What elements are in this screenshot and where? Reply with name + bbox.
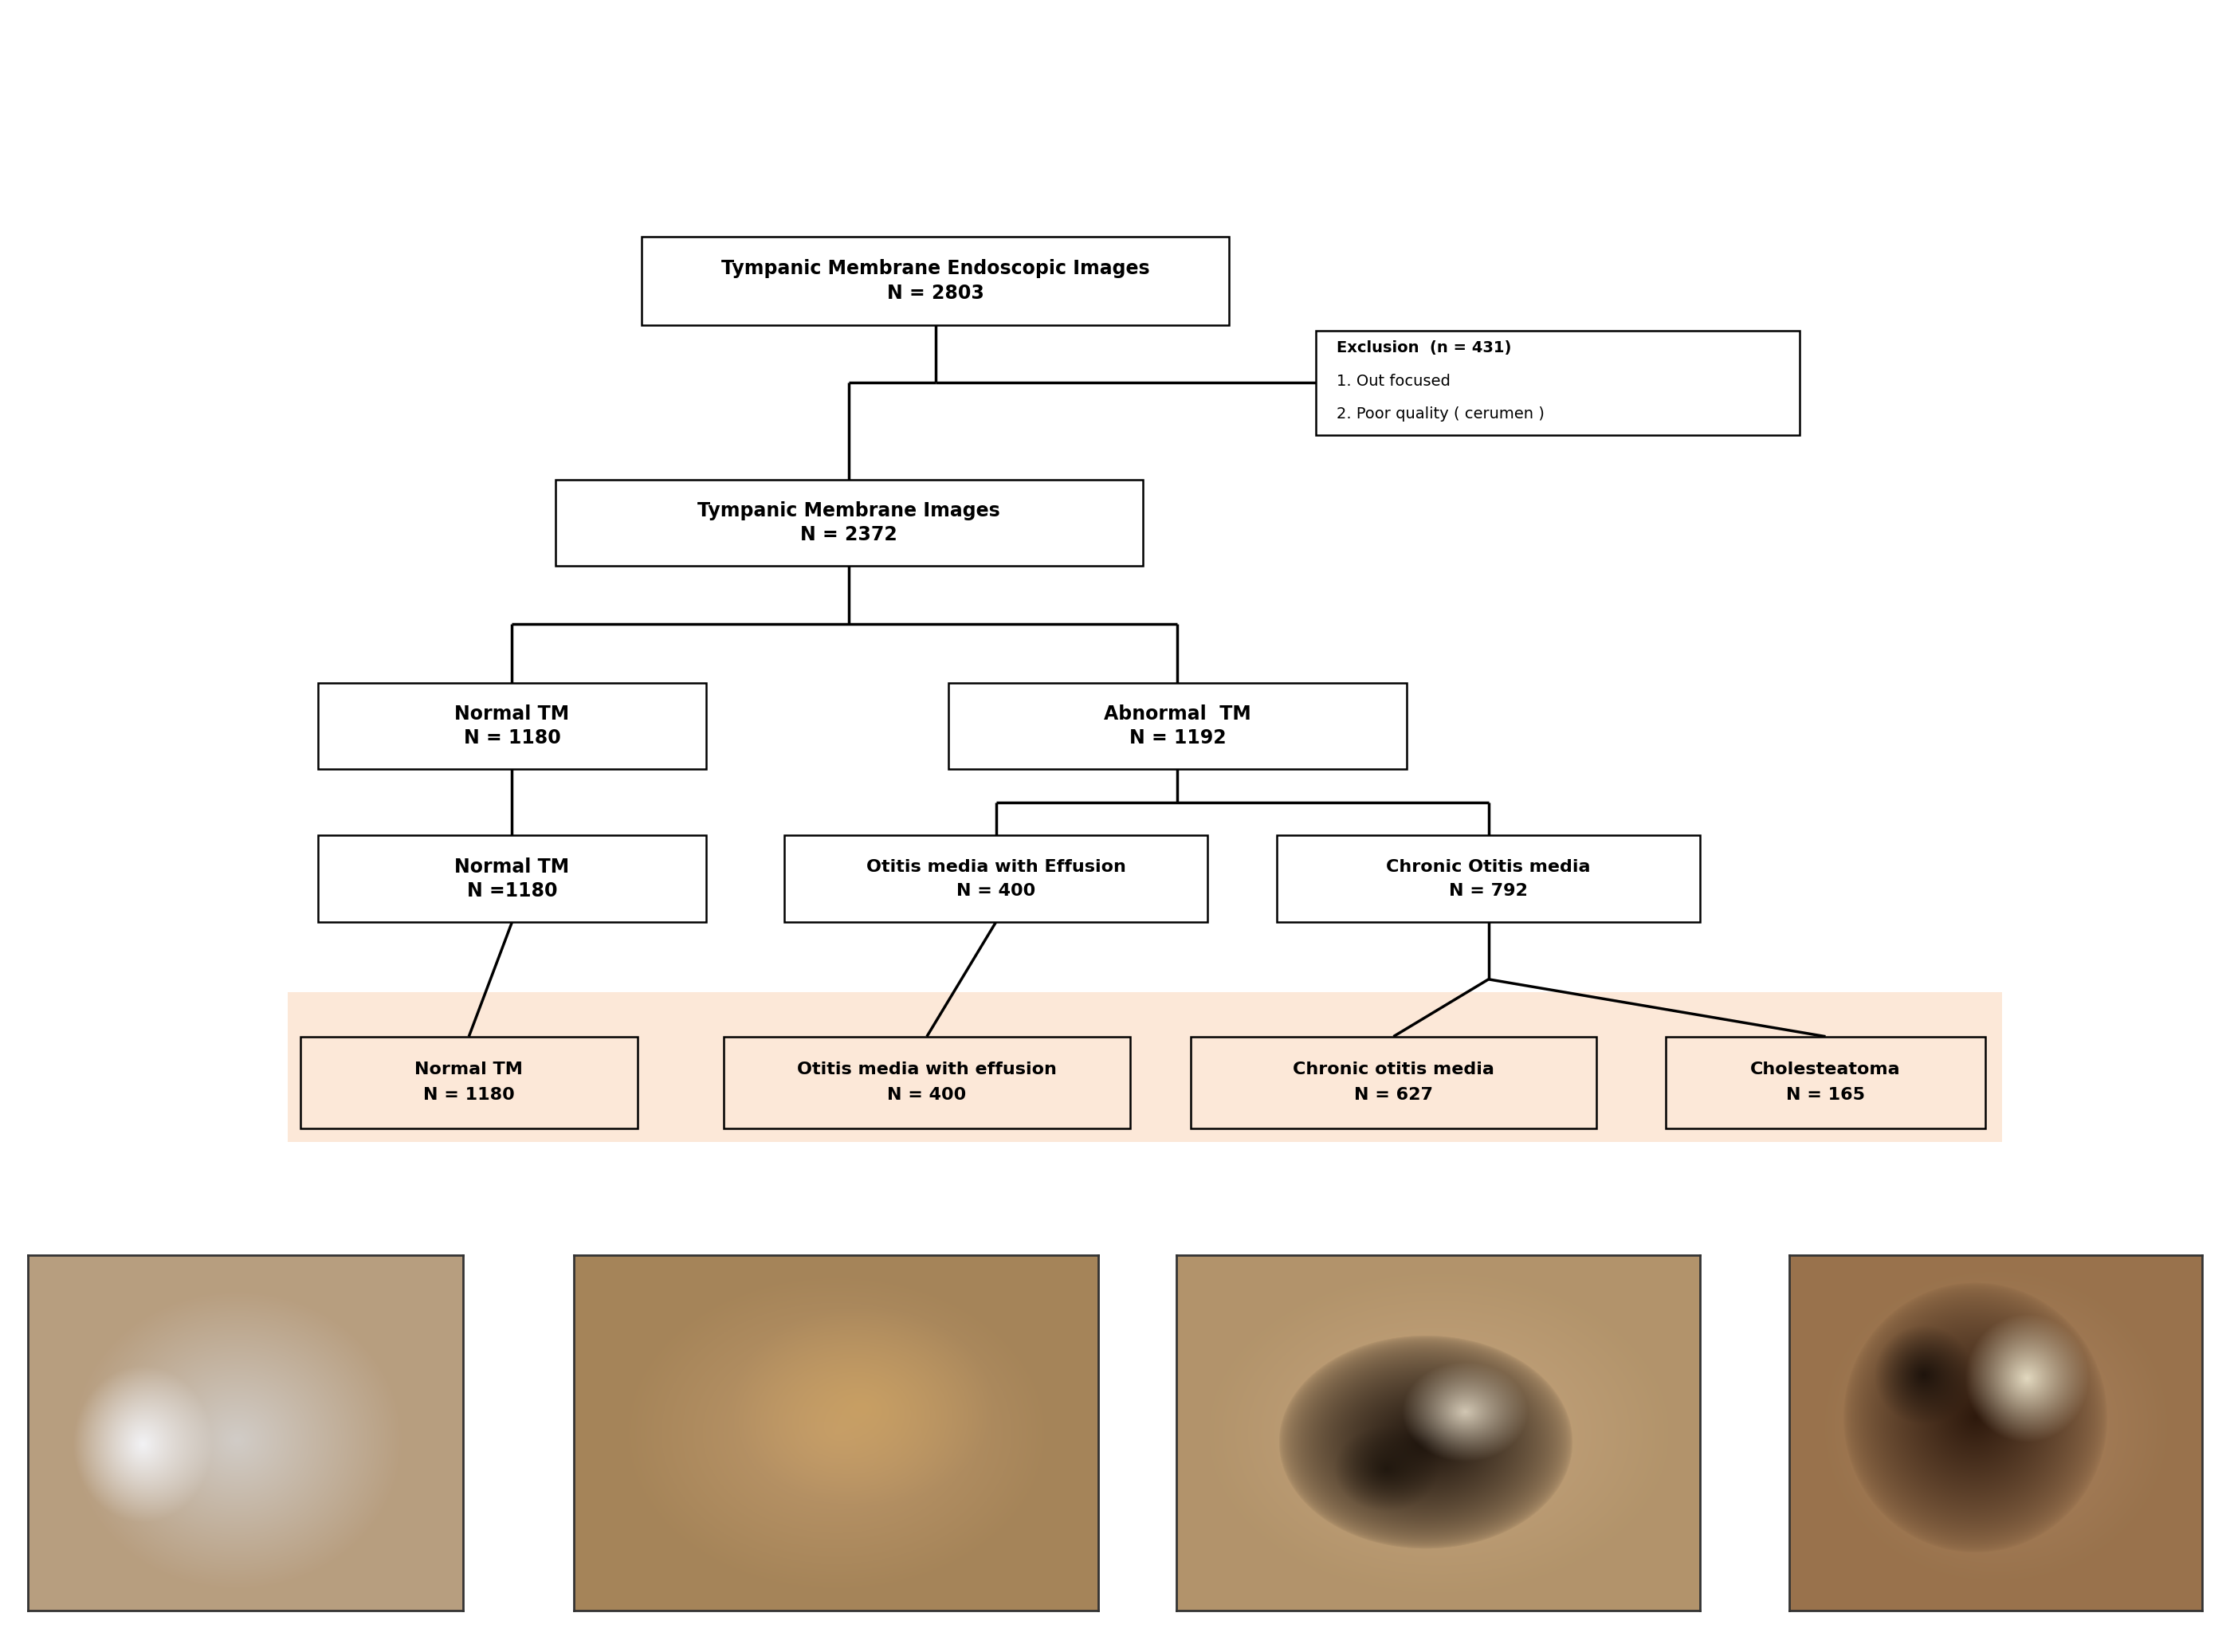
Text: 2. Poor quality ( cerumen ): 2. Poor quality ( cerumen ): [1336, 406, 1545, 421]
Text: Otitis media with Effusion: Otitis media with Effusion: [865, 859, 1126, 874]
Bar: [317, 836, 707, 922]
Text: Cholesteatoma: Cholesteatoma: [1751, 1062, 1900, 1077]
Bar: [948, 682, 1407, 770]
Text: N = 792: N = 792: [1450, 882, 1528, 899]
Text: N = 2372: N = 2372: [801, 525, 899, 544]
Text: N = 165: N = 165: [1786, 1087, 1864, 1104]
Bar: [555, 479, 1142, 567]
Bar: [1316, 330, 1800, 434]
Bar: [1278, 836, 1699, 922]
Text: Tympanic Membrane Endoscopic Images: Tympanic Membrane Endoscopic Images: [720, 259, 1151, 278]
Text: N = 627: N = 627: [1354, 1087, 1434, 1104]
Text: Chronic Otitis media: Chronic Otitis media: [1387, 859, 1590, 874]
Text: Normal TM: Normal TM: [415, 1062, 524, 1077]
Text: N = 400: N = 400: [888, 1087, 966, 1104]
Bar: [785, 836, 1209, 922]
Text: Exclusion  (n = 431): Exclusion (n = 431): [1336, 340, 1512, 355]
Bar: [1666, 1036, 1985, 1128]
Text: Abnormal  TM: Abnormal TM: [1104, 704, 1251, 724]
Text: N = 1192: N = 1192: [1128, 729, 1226, 748]
Text: N = 2803: N = 2803: [888, 284, 983, 302]
Text: Tympanic Membrane Images: Tympanic Membrane Images: [698, 501, 1001, 520]
Bar: [725, 1036, 1131, 1128]
Text: N = 1180: N = 1180: [424, 1087, 515, 1104]
Bar: [1191, 1036, 1597, 1128]
Bar: [301, 1036, 638, 1128]
Text: N =1180: N =1180: [466, 881, 558, 900]
Bar: [317, 682, 707, 770]
Text: 1. Out focused: 1. Out focused: [1336, 373, 1450, 388]
Text: Otitis media with effusion: Otitis media with effusion: [796, 1062, 1057, 1077]
Text: N = 400: N = 400: [957, 882, 1035, 899]
Text: Normal TM: Normal TM: [455, 704, 569, 724]
Text: N = 1180: N = 1180: [464, 729, 560, 748]
Text: Normal TM: Normal TM: [455, 857, 569, 876]
Bar: [288, 991, 2003, 1142]
Bar: [642, 236, 1229, 325]
Text: Chronic otitis media: Chronic otitis media: [1293, 1062, 1494, 1077]
